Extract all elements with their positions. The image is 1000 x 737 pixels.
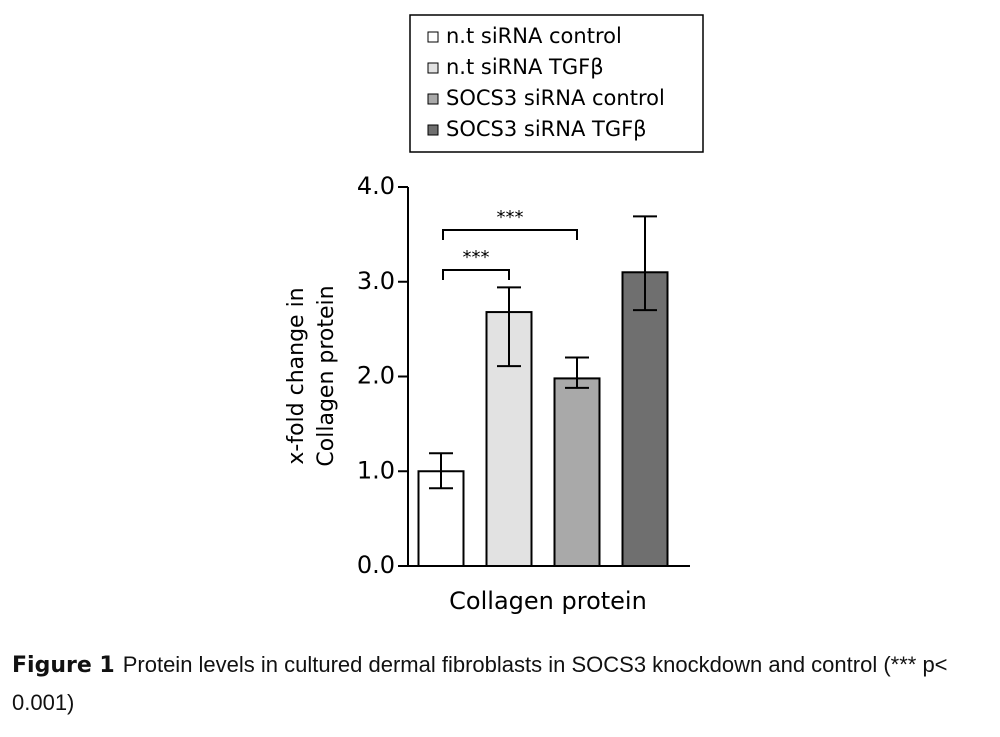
legend-swatch — [427, 93, 439, 105]
y-axis-label: Collagen protein — [314, 285, 339, 466]
legend-label: SOCS3 siRNA TGFβ — [446, 117, 647, 141]
legend-label: n.t siRNA TGFβ — [446, 55, 604, 79]
bar — [553, 377, 601, 567]
significance-label: *** — [463, 247, 490, 268]
caption: Figure 1 Protein levels in cultured derma… — [12, 646, 992, 721]
caption-label: Figure 1 — [12, 653, 115, 678]
significance-bracket — [442, 269, 510, 280]
chart: 0.01.02.03.04.0x-fold change in Collagen … — [284, 14, 704, 615]
significance-label: *** — [497, 207, 524, 228]
x-tick-label: Collagen protein — [449, 587, 647, 615]
bar — [621, 271, 669, 567]
y-tick-label: 0.0 — [357, 551, 395, 579]
y-tick-label: 1.0 — [357, 456, 395, 484]
legend-swatch — [427, 124, 439, 136]
y-axis-label: x-fold change in — [284, 287, 309, 464]
legend-swatch — [427, 31, 439, 43]
y-tick-label: 2.0 — [357, 362, 395, 390]
legend-swatch — [427, 62, 439, 74]
legend-label: SOCS3 siRNA control — [446, 86, 665, 110]
y-tick-label: 4.0 — [357, 172, 395, 200]
legend-label: n.t siRNA control — [446, 24, 622, 48]
y-tick-label: 3.0 — [357, 267, 395, 295]
caption-text: Protein levels in cultured dermal fibrob… — [12, 652, 948, 715]
legend-box — [409, 14, 704, 153]
significance-bracket — [442, 229, 578, 240]
